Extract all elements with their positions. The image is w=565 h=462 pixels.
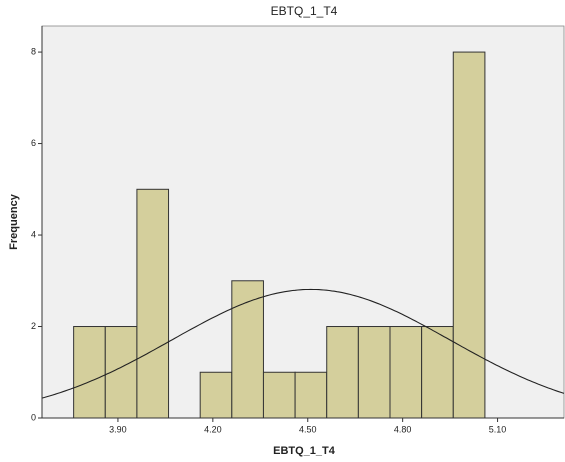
x-tick-label: 4.50 [299,424,317,434]
bar [199,371,233,419]
bar [357,326,391,419]
bar [389,326,423,419]
x-tick-label: 4.80 [394,424,412,434]
bar [136,188,170,419]
bar [294,371,328,419]
bar [326,326,359,419]
y-axis-label: Frequency [8,193,20,250]
bar [452,51,486,419]
y-tick-label: 2 [31,321,36,331]
chart-title: EBTQ_1_T4 [271,4,338,18]
x-tick-label: 4.20 [204,424,222,434]
normal-curve [41,288,565,399]
y-tick-label: 4 [31,229,36,239]
y-tick-label: 8 [31,46,36,56]
x-axis-label: EBTQ_1_T4 [273,445,336,457]
bar [262,371,296,419]
bar [421,326,454,419]
x-tick-label: 5.10 [489,424,507,434]
x-tick-label: 3.90 [109,424,127,434]
y-tick-label: 6 [31,138,36,148]
bar [231,280,264,419]
bar [73,326,106,419]
y-tick-label: 0 [31,412,36,422]
